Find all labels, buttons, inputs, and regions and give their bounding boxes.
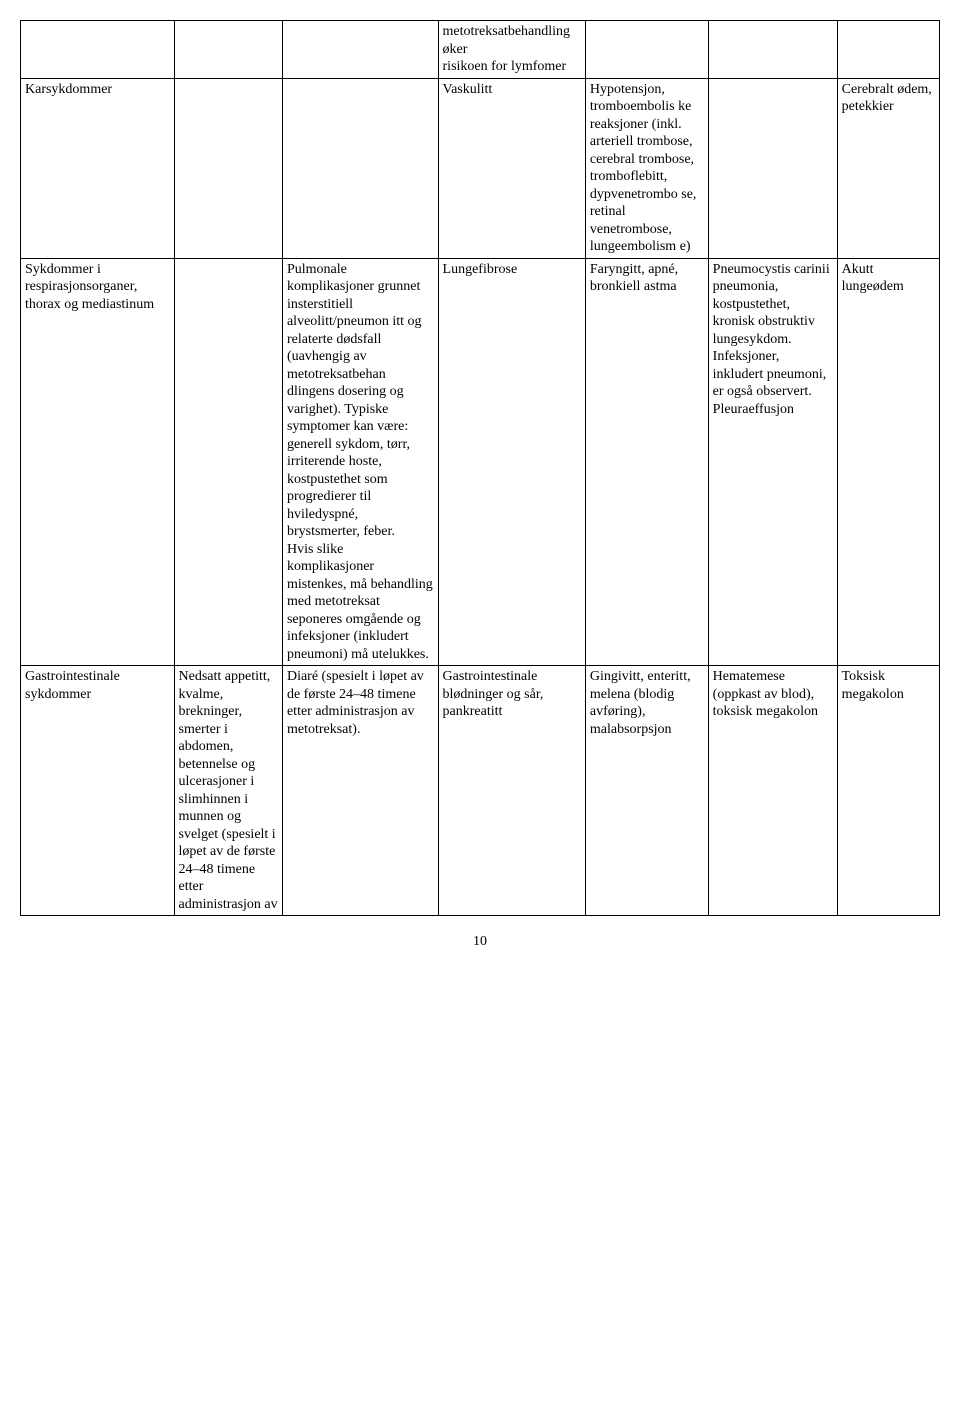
table-cell: Pneumocystis carinii pneumonia, kostpust… (708, 258, 837, 666)
table-cell: metotreksatbehandlingøkerrisikoen for ly… (438, 21, 585, 79)
table-cell (174, 258, 282, 666)
table-cell: Sykdommer i respirasjonsorganer, thorax … (21, 258, 175, 666)
table-row: metotreksatbehandlingøkerrisikoen for ly… (21, 21, 940, 79)
table-cell: Faryngitt, apné, bronkiell astma (585, 258, 708, 666)
table-cell: Vaskulitt (438, 78, 585, 258)
table-cell: Pulmonale komplikasjoner grunnet insters… (282, 258, 438, 666)
table-cell: Cerebralt ødem, petekkier (837, 78, 939, 258)
table-cell: Hypotensjon, tromboembolis ke reaksjoner… (585, 78, 708, 258)
table-cell (174, 78, 282, 258)
table-cell (174, 21, 282, 79)
table-cell (708, 78, 837, 258)
table-cell: Gastrointestinale blødninger og sår, pan… (438, 666, 585, 916)
table-cell: Karsykdommer (21, 78, 175, 258)
table-cell (585, 21, 708, 79)
adverse-events-table: metotreksatbehandlingøkerrisikoen for ly… (20, 20, 940, 916)
table-row: Sykdommer i respirasjonsorganer, thorax … (21, 258, 940, 666)
table-cell: Toksisk megakolon (837, 666, 939, 916)
table-row: Gastrointestinale sykdommerNedsatt appet… (21, 666, 940, 916)
page-number: 10 (20, 934, 940, 950)
table-cell: Diaré (spesielt i løpet av de første 24–… (282, 666, 438, 916)
table-cell (708, 21, 837, 79)
table-cell (282, 78, 438, 258)
table-cell: Gastrointestinale sykdommer (21, 666, 175, 916)
table-cell (21, 21, 175, 79)
table-cell (282, 21, 438, 79)
table-cell (837, 21, 939, 79)
table-cell: Akutt lungeødem (837, 258, 939, 666)
table-cell: Nedsatt appetitt, kvalme, brekninger, sm… (174, 666, 282, 916)
table-row: Karsykdommer VaskulittHypotensjon, trombo… (21, 78, 940, 258)
table-cell: Gingivitt, enteritt, melena (blodig avfø… (585, 666, 708, 916)
table-cell: Lungefibrose (438, 258, 585, 666)
table-cell: Hematemese (oppkast av blod), toksisk me… (708, 666, 837, 916)
